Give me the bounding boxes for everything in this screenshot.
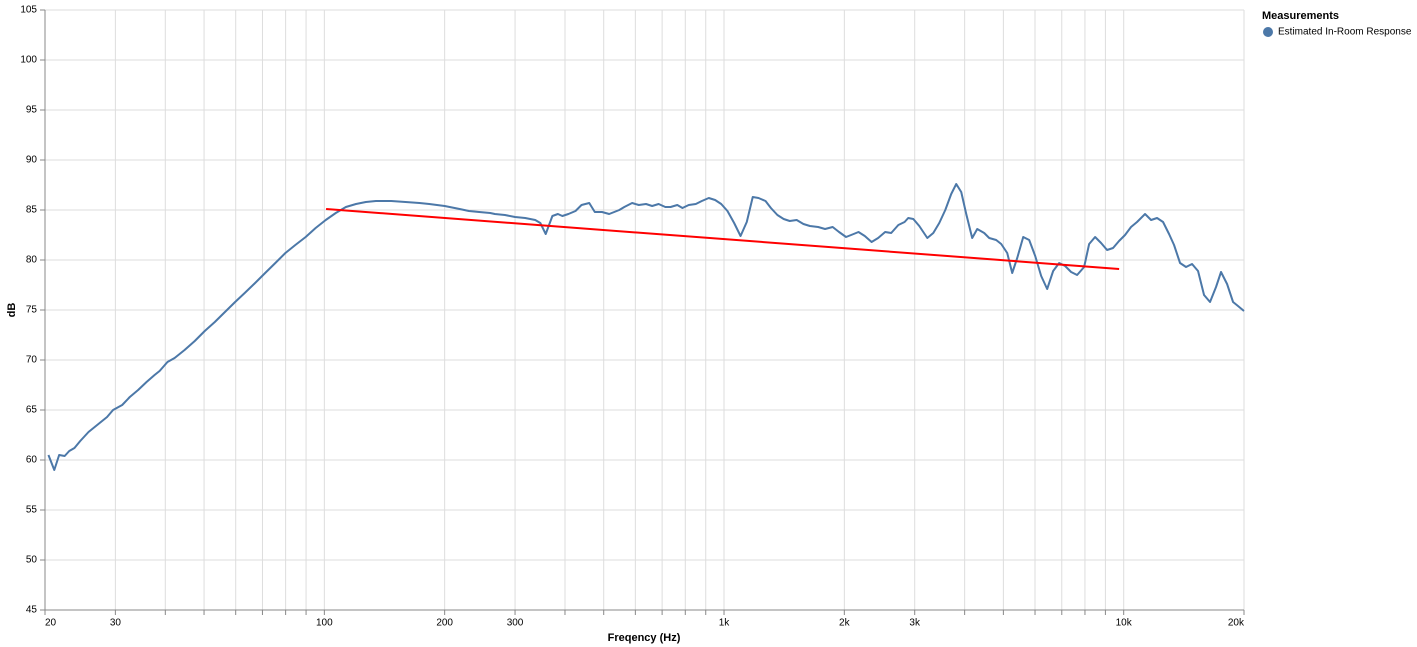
y-tick-label: 55 [26,505,38,516]
y-axis-title: dB [6,303,18,318]
x-tick-label: 300 [507,618,524,629]
x-tick-label: 30 [110,618,122,629]
trend-line [326,208,1120,270]
y-tick-label: 90 [26,155,38,166]
legend-label: Estimated In-Room Response [1278,27,1412,38]
legend-symbol [1263,27,1273,37]
y-tick-label: 95 [26,105,38,116]
x-tick-label: 10k [1116,618,1133,629]
y-tick-label: 60 [26,455,38,466]
y-tick-label: 105 [20,5,37,16]
data-line [47,183,1245,471]
x-axis-title: Freqency (Hz) [608,632,681,644]
y-tick-label: 75 [26,305,38,316]
x-tick-label: 20k [1228,618,1245,629]
y-tick-label: 100 [20,55,37,66]
y-tick-label: 45 [26,605,38,616]
legend-title: Measurements [1262,10,1339,22]
x-tick-label: 3k [909,618,921,629]
x-tick-label: 20 [45,618,57,629]
y-tick-label: 70 [26,355,38,366]
x-tick-label: 1k [719,618,731,629]
y-tick-label: 65 [26,405,38,416]
y-tick-label: 80 [26,255,38,266]
y-tick-label: 85 [26,205,38,216]
y-tick-label: 50 [26,555,38,566]
x-tick-label: 200 [436,618,453,629]
x-tick-label: 100 [316,618,333,629]
x-tick-label: 2k [839,618,851,629]
